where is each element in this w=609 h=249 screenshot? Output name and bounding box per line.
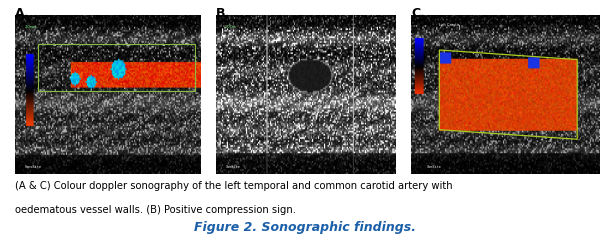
- Text: C.: C.: [411, 7, 425, 20]
- Text: 2.0mm: 2.0mm: [24, 25, 37, 29]
- Text: (A & C) Colour doppler sonography of the left temporal and common carotid artery: (A & C) Colour doppler sonography of the…: [15, 181, 453, 190]
- Text: B.: B.: [216, 7, 230, 20]
- Text: Figure 2. Sonographic findings.: Figure 2. Sonographic findings.: [194, 221, 415, 234]
- Text: SonoSite: SonoSite: [24, 165, 41, 169]
- Text: IonSite: IonSite: [225, 165, 240, 169]
- Text: oedematous vessel walls. (B) Positive compression sign.: oedematous vessel walls. (B) Positive co…: [15, 205, 296, 215]
- Text: 2.0Cm: 2.0Cm: [225, 25, 237, 29]
- Text: A.: A.: [15, 7, 30, 20]
- Text: IonSite: IonSite: [426, 165, 441, 169]
- Text: Left Carotis: Left Carotis: [440, 23, 460, 27]
